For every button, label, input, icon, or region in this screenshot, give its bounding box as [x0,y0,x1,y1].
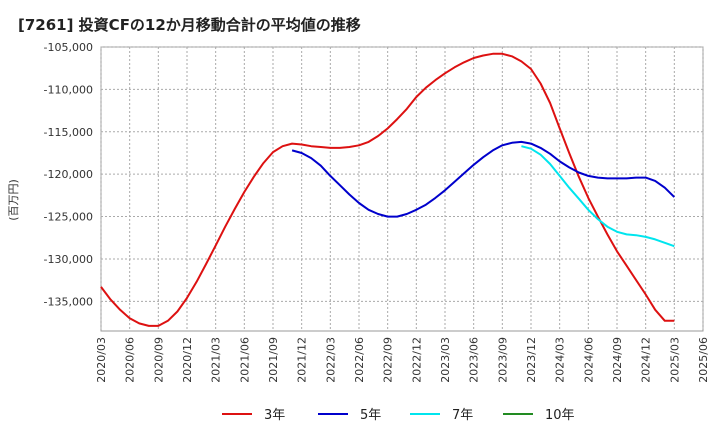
y-tick-label: -130,000 [44,253,93,266]
x-tick-label: 2023/06 [468,337,481,383]
x-tick-label: 2024/12 [640,337,653,383]
legend-label: 3年 [264,408,285,423]
x-tick-label: 2022/12 [410,337,423,383]
y-axis-ticks: -105,000 -110,000 -115,000 -120,000 -125,000… [44,41,93,308]
x-tick-label: 2021/12 [296,337,309,383]
legend: 3年 5年 7年 10年 [222,408,575,423]
x-tick-label: 2022/06 [353,337,366,383]
x-tick-label: 2020/09 [152,337,165,383]
x-tick-label: 2025/03 [668,337,681,383]
x-tick-label: 2021/09 [267,337,280,383]
y-tick-label: -110,000 [44,83,93,96]
x-tick-label: 2023/12 [525,337,538,383]
y-tick-label: -135,000 [44,295,93,308]
x-tick-label: 2024/03 [554,337,567,383]
x-tick-label: 2021/03 [210,337,223,383]
series-line-5年 [291,140,676,218]
y-axis-label: (百万円) [7,179,20,221]
series-line-7年 [521,145,675,248]
grid-lines [100,46,704,331]
x-tick-label: 2024/06 [582,337,595,383]
y-tick-label: -105,000 [44,41,93,54]
x-tick-label: 2023/09 [496,337,509,383]
y-tick-label: -120,000 [44,168,93,181]
series-lines [100,52,676,327]
x-tick-label: 2022/09 [382,337,395,383]
x-tick-label: 2022/03 [324,337,337,383]
x-tick-label: 2021/06 [238,337,251,383]
legend-label: 10年 [545,408,575,423]
x-tick-label: 2025/06 [697,337,710,383]
chart-title: [7261] 投資CFの12か月移動合計の平均値の推移 [18,16,361,34]
y-tick-label: -115,000 [44,126,93,139]
x-tick-label: 2020/03 [95,337,108,383]
legend-label: 5年 [360,408,381,423]
series-line-3年 [100,52,675,327]
legend-label: 7年 [452,408,473,423]
y-tick-label: -125,000 [44,211,93,224]
x-tick-label: 2020/12 [181,337,194,383]
x-axis-ticks: 2020/03 2020/06 2020/09 2020/12 2021/03 2021/… [95,337,710,383]
x-tick-label: 2024/09 [611,337,624,383]
x-tick-label: 2023/03 [439,337,452,383]
x-tick-label: 2020/06 [124,337,137,383]
